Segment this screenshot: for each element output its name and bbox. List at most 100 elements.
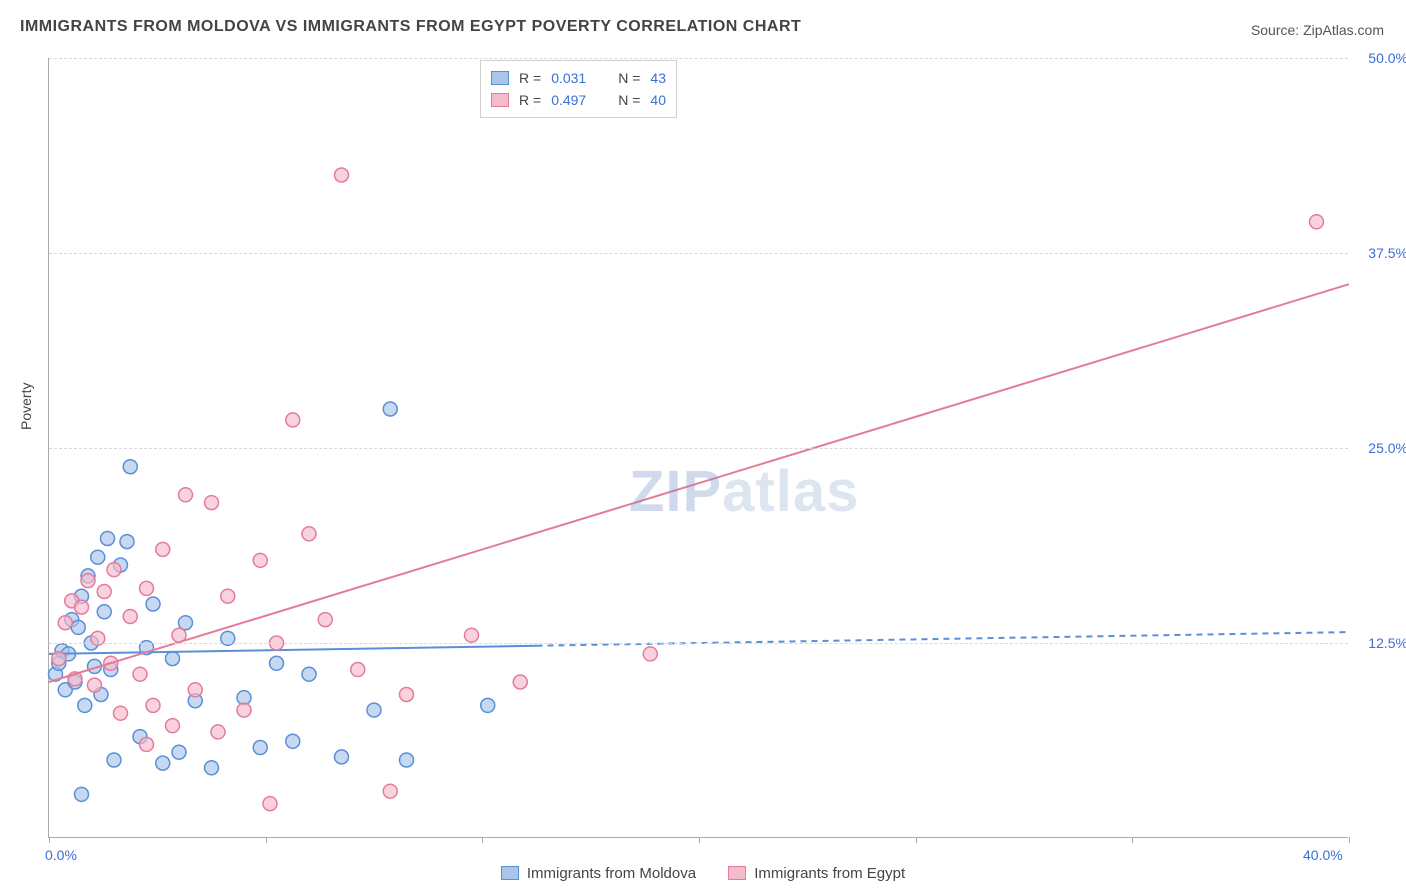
x-tick [266,837,267,843]
r-label: R = [519,92,541,108]
data-point-moldova [123,460,137,474]
n-label: N = [618,92,640,108]
data-point-egypt [123,609,137,623]
chart-container: IMMIGRANTS FROM MOLDOVA VS IMMIGRANTS FR… [0,0,1406,892]
data-point-egypt [286,413,300,427]
n-label: N = [618,70,640,86]
data-point-moldova [253,741,267,755]
data-point-egypt [205,496,219,510]
y-axis-label: Poverty [18,383,34,430]
gridline-h [49,448,1348,449]
x-tick [916,837,917,843]
data-point-egypt [465,628,479,642]
data-point-moldova [97,605,111,619]
data-point-moldova [120,535,134,549]
n-value-egypt: 40 [650,92,666,108]
data-point-egypt [52,652,66,666]
regression-line-moldova [49,646,537,654]
data-point-moldova [383,402,397,416]
data-point-egypt [351,663,365,677]
data-point-egypt [75,600,89,614]
x-tick [49,837,50,843]
x-tick [699,837,700,843]
x-tick-label: 40.0% [1303,847,1343,863]
swatch-egypt [491,93,509,107]
data-point-moldova [107,753,121,767]
x-tick [1349,837,1350,843]
data-point-moldova [71,620,85,634]
legend-label-moldova: Immigrants from Moldova [527,865,696,882]
data-point-egypt [383,784,397,798]
data-point-moldova [286,734,300,748]
data-point-egypt [188,683,202,697]
gridline-h [49,253,1348,254]
gridline-h [49,643,1348,644]
data-point-egypt [179,488,193,502]
data-point-moldova [166,652,180,666]
plot-area: ZIPatlas 12.5%25.0%37.5%50.0%0.0%40.0% [48,58,1348,838]
data-point-egypt [237,703,251,717]
regression-line-egypt [49,284,1349,682]
legend-item-egypt: Immigrants from Egypt [728,865,905,882]
data-point-egypt [146,698,160,712]
data-point-moldova [101,531,115,545]
data-point-egypt [133,667,147,681]
data-point-moldova [91,550,105,564]
y-tick-label: 12.5% [1354,635,1406,651]
swatch-egypt-icon [728,866,746,880]
y-tick-label: 25.0% [1354,440,1406,456]
data-point-egypt [166,719,180,733]
data-point-egypt [302,527,316,541]
legend-item-moldova: Immigrants from Moldova [501,865,696,882]
series-legend: Immigrants from Moldova Immigrants from … [0,865,1406,885]
data-point-moldova [156,756,170,770]
data-point-moldova [481,698,495,712]
source-attribution: Source: ZipAtlas.com [1251,22,1384,38]
data-point-moldova [270,656,284,670]
x-tick-label: 0.0% [45,847,77,863]
data-point-moldova [146,597,160,611]
legend-row-moldova: R = 0.031 N = 43 [491,67,666,89]
data-point-egypt [335,168,349,182]
data-point-egypt [88,678,102,692]
data-point-egypt [400,687,414,701]
data-point-egypt [253,553,267,567]
data-point-moldova [78,698,92,712]
data-point-egypt [81,574,95,588]
data-point-egypt [263,797,277,811]
data-point-egypt [114,706,128,720]
data-point-egypt [140,737,154,751]
data-point-egypt [58,616,72,630]
y-tick-label: 37.5% [1354,245,1406,261]
swatch-moldova [491,71,509,85]
data-point-moldova [172,745,186,759]
data-point-moldova [302,667,316,681]
data-point-egypt [156,542,170,556]
data-point-egypt [643,647,657,661]
legend-row-egypt: R = 0.497 N = 40 [491,89,666,111]
data-point-egypt [211,725,225,739]
data-point-moldova [205,761,219,775]
data-point-egypt [221,589,235,603]
correlation-legend: R = 0.031 N = 43 R = 0.497 N = 40 [480,60,677,118]
data-point-moldova [367,703,381,717]
x-tick [1132,837,1133,843]
gridline-h [49,58,1348,59]
data-point-egypt [513,675,527,689]
data-point-moldova [400,753,414,767]
r-value-egypt: 0.497 [551,92,586,108]
n-value-moldova: 43 [650,70,666,86]
r-label: R = [519,70,541,86]
chart-title: IMMIGRANTS FROM MOLDOVA VS IMMIGRANTS FR… [20,18,801,36]
r-value-moldova: 0.031 [551,70,586,86]
data-point-egypt [107,563,121,577]
y-tick-label: 50.0% [1354,50,1406,66]
data-point-moldova [335,750,349,764]
swatch-moldova-icon [501,866,519,880]
x-tick [482,837,483,843]
data-point-egypt [1310,215,1324,229]
data-point-egypt [97,585,111,599]
data-point-egypt [318,613,332,627]
legend-label-egypt: Immigrants from Egypt [754,865,905,882]
data-point-egypt [140,581,154,595]
